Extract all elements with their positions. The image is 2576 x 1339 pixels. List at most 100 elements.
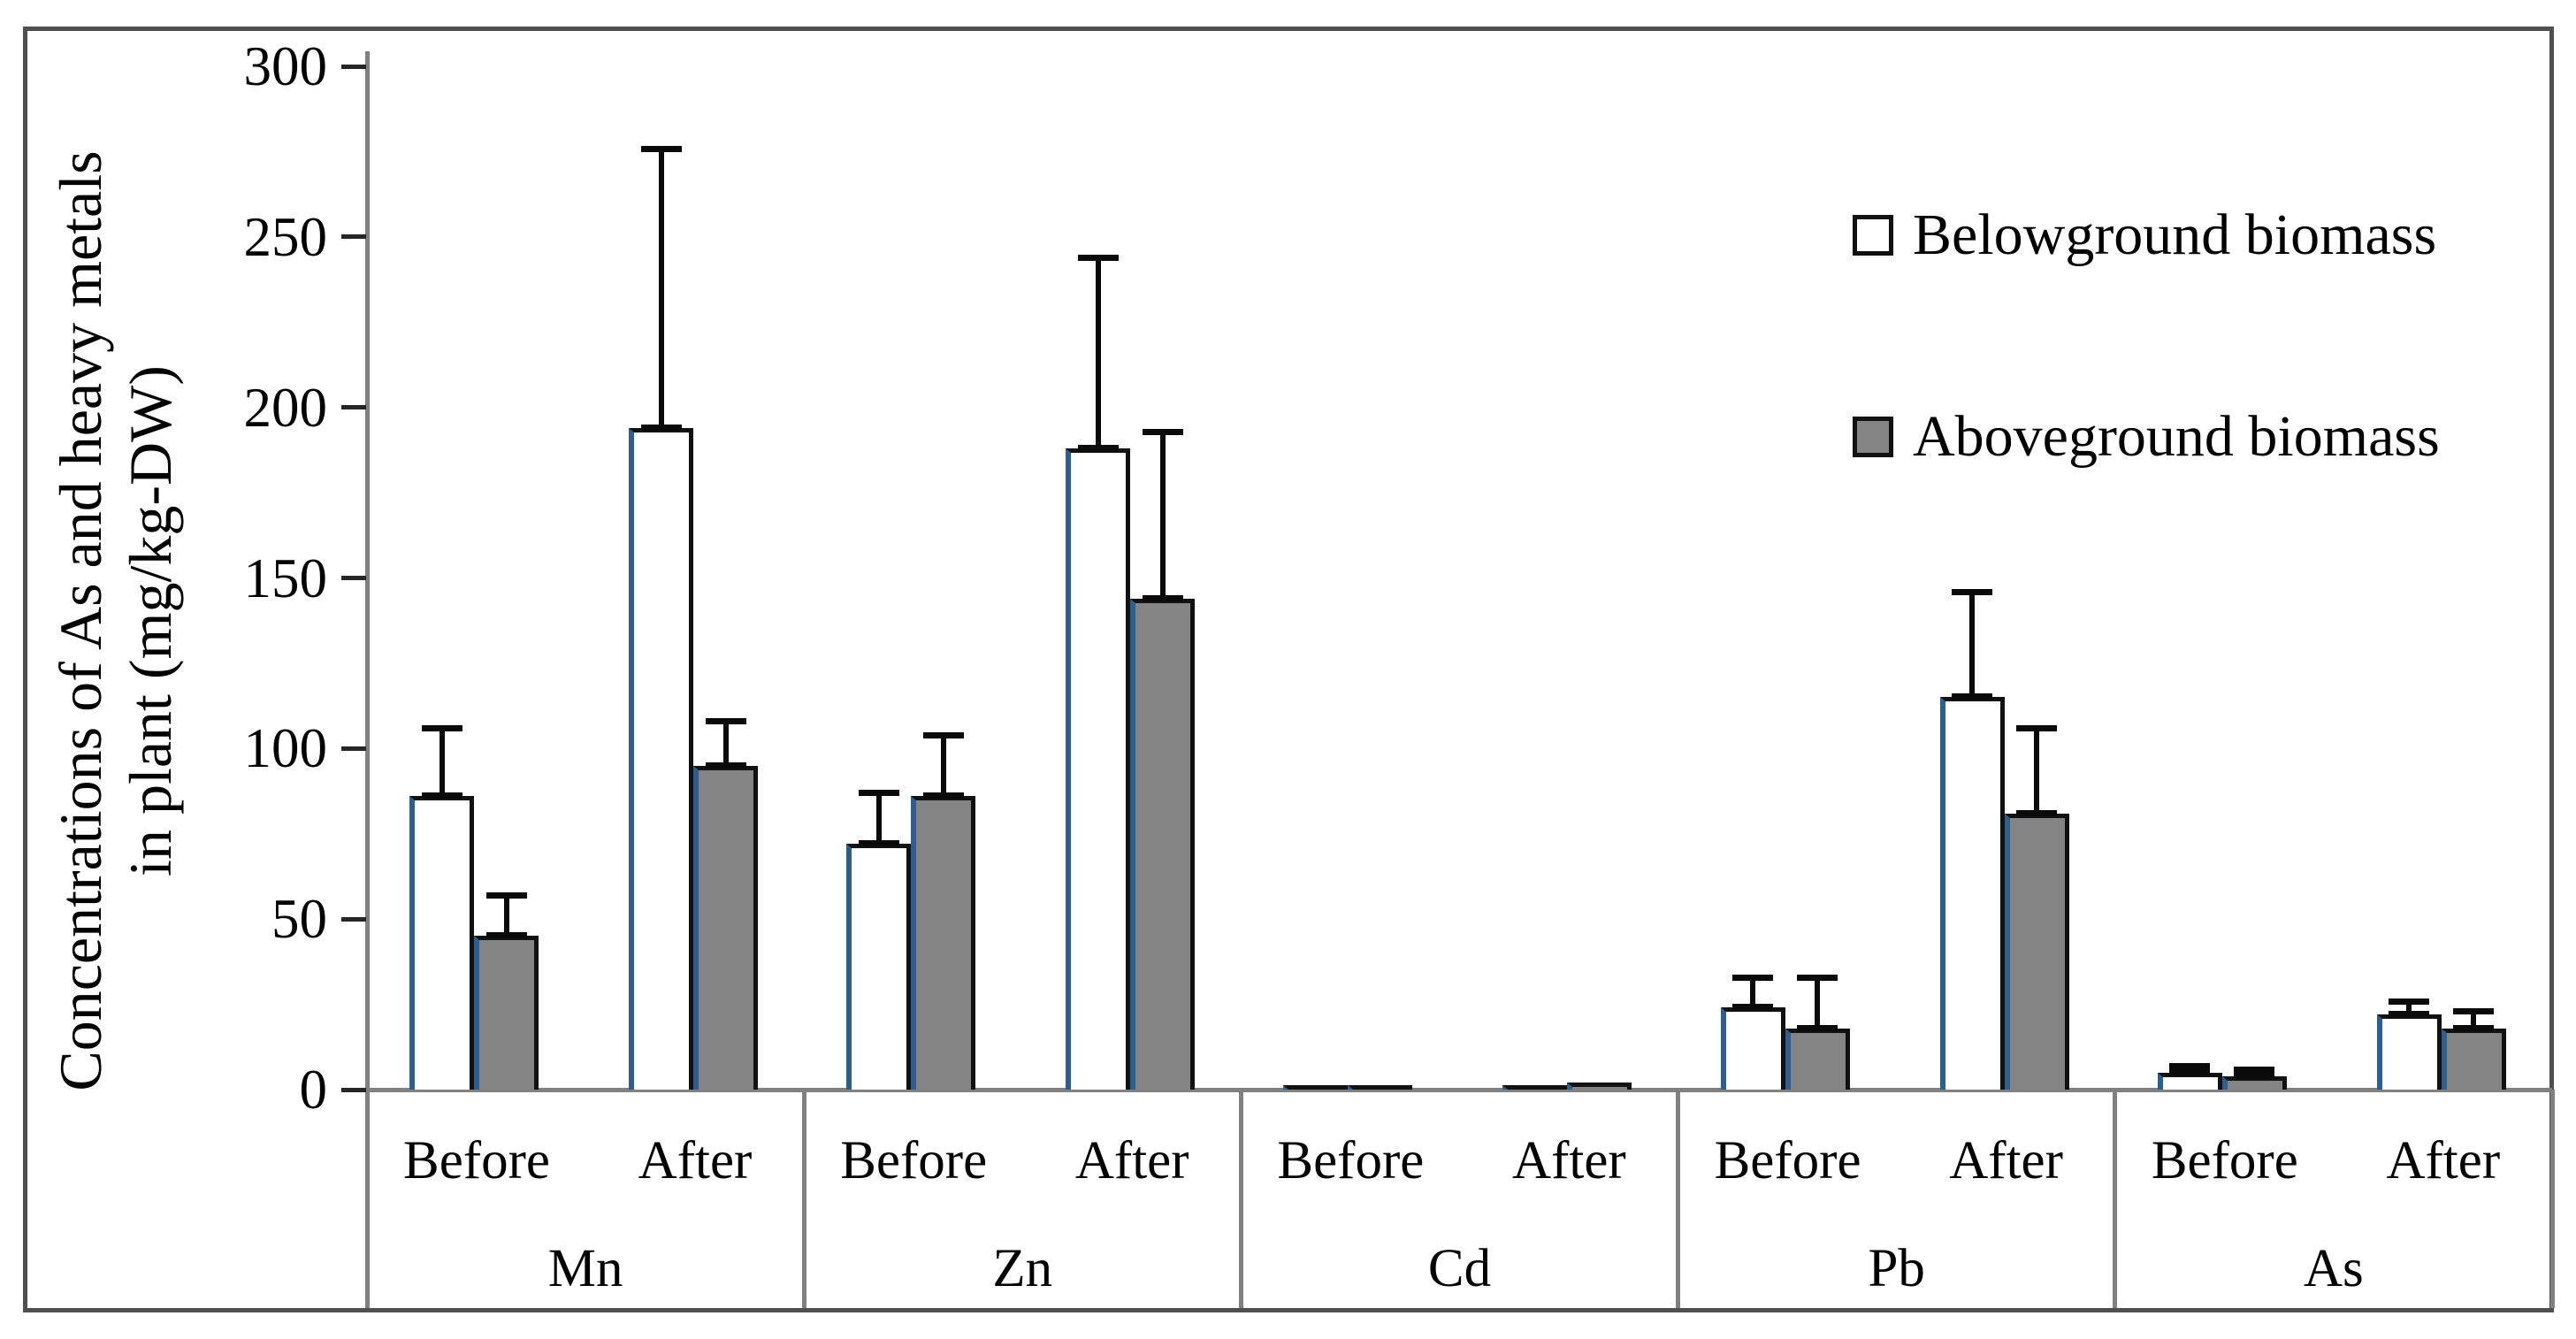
- error-bar-zn-before-belowground-cap-top: [858, 790, 899, 797]
- error-bar-as-after-belowground-cap-top: [2389, 998, 2430, 1005]
- legend-item-aboveground: Aboveground biomass: [1853, 405, 2440, 469]
- bar-zn-after-belowground: [1066, 448, 1131, 1090]
- y-tick-label-100: 100: [243, 717, 328, 780]
- legend-swatch-aboveground-icon: [1853, 417, 1893, 457]
- error-bar-pb-before-belowground-cap-bottom: [1732, 1004, 1774, 1011]
- group-separator-As: [2549, 1090, 2555, 1308]
- error-bar-mn-after-belowground-cap-top: [640, 145, 682, 152]
- bar-as-after-belowground: [2376, 1014, 2442, 1090]
- error-bar-as-after-aboveground-line: [2471, 1011, 2477, 1029]
- condition-label-before-Cd: Before: [1277, 1131, 1425, 1190]
- error-bar-as-after-belowground-line: [2406, 1000, 2412, 1015]
- bar-zn-after-aboveground: [1130, 598, 1196, 1090]
- y-tick-label-250: 250: [243, 205, 328, 268]
- error-bar-zn-after-aboveground-cap-top: [1142, 428, 1183, 435]
- error-bar-mn-before-aboveground-cap-bottom: [485, 932, 527, 939]
- error-bar-pb-before-aboveground-cap-bottom: [1797, 1024, 1838, 1031]
- metal-label-As: As: [2303, 1239, 2364, 1298]
- y-tick-150: [341, 576, 366, 580]
- condition-label-before-As: Before: [2151, 1131, 2298, 1190]
- error-bar-pb-after-aboveground-cap-top: [2016, 725, 2058, 732]
- y-axis-line: [365, 51, 370, 1308]
- y-axis-title-line1: Concentrations of As and heavy metals: [47, 150, 114, 1091]
- bar-mn-after-belowground: [629, 427, 693, 1090]
- error-bar-pb-after-belowground-cap-top: [1952, 588, 1993, 595]
- metal-label-Zn: Zn: [992, 1239, 1053, 1298]
- y-tick-label-50: 50: [271, 888, 327, 951]
- bar-pb-after-aboveground: [2004, 813, 2069, 1090]
- condition-label-after-Mn: After: [638, 1131, 753, 1190]
- error-bar-mn-before-aboveground-cap-top: [485, 892, 527, 899]
- bar-cd-before-aboveground: [1348, 1085, 1413, 1090]
- error-bar-as-before-aboveground-cap-bottom: [2234, 1072, 2275, 1079]
- bar-cd-after-aboveground: [1567, 1083, 1632, 1090]
- bar-zn-before-aboveground: [911, 796, 976, 1090]
- legend-item-belowground: Belowground biomass: [1853, 203, 2436, 267]
- error-bar-pb-before-aboveground-line: [1815, 976, 1821, 1029]
- metal-label-Mn: Mn: [547, 1239, 623, 1298]
- error-bar-mn-before-belowground-cap-top: [421, 725, 462, 732]
- y-axis-title: Concentrations of As and heavy metals in…: [46, 28, 187, 1213]
- bar-pb-before-aboveground: [1785, 1028, 1850, 1090]
- error-bar-as-after-aboveground-cap-top: [2453, 1008, 2495, 1015]
- bar-mn-before-aboveground: [474, 936, 539, 1090]
- condition-label-before-Zn: Before: [840, 1131, 988, 1190]
- bar-pb-before-belowground: [1720, 1007, 1785, 1090]
- bar-pb-after-belowground: [1939, 697, 2005, 1090]
- error-bar-zn-before-belowground-line: [875, 792, 882, 845]
- bar-mn-before-belowground: [409, 796, 474, 1090]
- legend-swatch-belowground-icon: [1853, 215, 1893, 256]
- error-bar-zn-before-belowground-cap-bottom: [858, 840, 899, 847]
- error-bar-mn-before-belowground-cap-bottom: [421, 792, 462, 800]
- error-bar-zn-after-belowground-line: [1095, 256, 1101, 448]
- condition-label-after-As: After: [2386, 1131, 2501, 1190]
- y-tick-0: [341, 1087, 366, 1092]
- error-bar-zn-before-aboveground-cap-bottom: [922, 792, 964, 800]
- y-tick-300: [341, 64, 366, 69]
- error-bar-as-after-belowground-cap-bottom: [2389, 1011, 2430, 1018]
- error-bar-pb-before-aboveground-cap-top: [1797, 974, 1838, 981]
- group-separator-Mn: [801, 1090, 806, 1308]
- legend-label-belowground: Belowground biomass: [1913, 203, 2437, 267]
- y-tick-label-0: 0: [299, 1059, 328, 1121]
- error-bar-as-before-aboveground-cap-top: [2234, 1066, 2275, 1073]
- bar-cd-before-belowground: [1283, 1085, 1349, 1090]
- y-tick-label-200: 200: [243, 376, 328, 439]
- y-tick-200: [341, 405, 366, 410]
- error-bar-as-before-belowground-cap-bottom: [2169, 1068, 2211, 1075]
- error-bar-pb-after-belowground-line: [1969, 591, 1976, 698]
- error-bar-mn-after-aboveground-cap-bottom: [705, 761, 746, 769]
- group-separator-Zn: [1238, 1090, 1243, 1308]
- error-bar-mn-after-belowground-line: [658, 148, 664, 428]
- bar-mn-after-aboveground: [693, 765, 758, 1090]
- error-bar-zn-before-aboveground-line: [940, 734, 946, 797]
- legend-label-aboveground: Aboveground biomass: [1913, 404, 2440, 469]
- error-bar-zn-after-belowground-cap-top: [1077, 254, 1119, 261]
- metal-label-Cd: Cd: [1427, 1239, 1492, 1298]
- figure-border: [23, 27, 2554, 1312]
- bar-cd-after-belowground: [1502, 1085, 1568, 1090]
- error-bar-pb-after-aboveground-cap-bottom: [2016, 809, 2058, 816]
- error-bar-as-after-aboveground-cap-bottom: [2453, 1024, 2495, 1031]
- condition-label-after-Pb: After: [1949, 1131, 2063, 1190]
- error-bar-mn-before-belowground-line: [439, 728, 445, 797]
- error-bar-mn-after-aboveground-line: [722, 721, 729, 766]
- y-tick-label-300: 300: [243, 35, 328, 97]
- error-bar-zn-before-aboveground-cap-top: [922, 731, 964, 738]
- group-separator-Cd: [1676, 1090, 1681, 1308]
- condition-label-before-Pb: Before: [1714, 1131, 1861, 1190]
- bar-zn-before-belowground: [846, 844, 912, 1090]
- y-tick-label-150: 150: [243, 547, 328, 609]
- error-bar-pb-before-belowground-cap-top: [1732, 974, 1774, 981]
- error-bar-mn-after-aboveground-cap-top: [705, 718, 746, 725]
- error-bar-zn-after-aboveground-line: [1159, 431, 1166, 599]
- x-axis-line: [365, 1088, 2552, 1092]
- y-tick-100: [341, 746, 366, 751]
- y-tick-50: [341, 916, 366, 922]
- condition-label-before-Mn: Before: [403, 1131, 550, 1190]
- condition-label-after-Cd: After: [1512, 1131, 1626, 1190]
- error-bar-pb-after-aboveground-line: [2034, 728, 2040, 814]
- error-bar-zn-after-belowground-cap-bottom: [1077, 444, 1119, 451]
- error-bar-pb-before-belowground-line: [1750, 976, 1756, 1008]
